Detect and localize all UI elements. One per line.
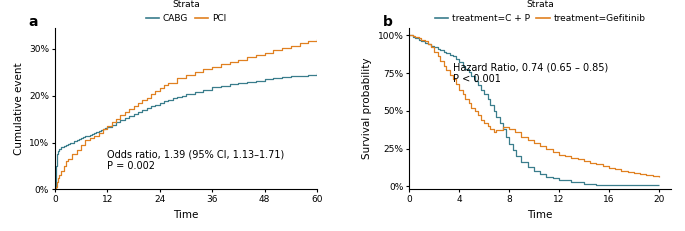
Y-axis label: Cumulative event: Cumulative event bbox=[14, 62, 23, 155]
Text: a: a bbox=[29, 15, 38, 29]
X-axis label: Time: Time bbox=[527, 210, 553, 219]
Text: Hazard Ratio, 0.74 (0.65 – 0.85)
P < 0.001: Hazard Ratio, 0.74 (0.65 – 0.85) P < 0.0… bbox=[453, 62, 608, 84]
Y-axis label: Survival probability: Survival probability bbox=[362, 58, 372, 159]
Text: b: b bbox=[383, 15, 393, 29]
Legend: CABG, PCI: CABG, PCI bbox=[142, 0, 229, 26]
X-axis label: Time: Time bbox=[173, 210, 199, 219]
Text: Odds ratio, 1.39 (95% CI, 1.13–1.71)
P = 0.002: Odds ratio, 1.39 (95% CI, 1.13–1.71) P =… bbox=[108, 149, 284, 171]
Legend: treatment=C + P, treatment=Gefitinib: treatment=C + P, treatment=Gefitinib bbox=[431, 0, 649, 26]
